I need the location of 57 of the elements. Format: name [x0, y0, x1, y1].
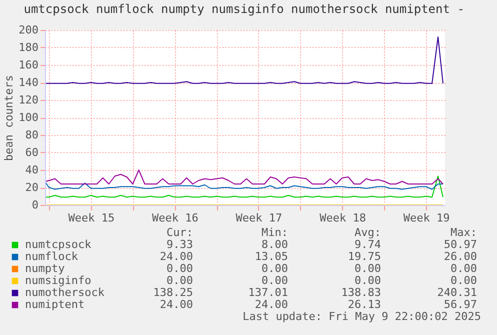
x-tick-label: Week 17 [236, 212, 282, 224]
legend-label: numpty [25, 262, 66, 275]
text: 0.00 [450, 274, 477, 287]
text: 19.75 [348, 250, 381, 263]
text: Max: [450, 226, 477, 239]
y-tick-label: 200 [18, 24, 38, 36]
text: 0.00 [450, 262, 477, 275]
text: 8.00 [262, 238, 288, 251]
x-tick-label: Week 19 [403, 212, 450, 224]
legend-label: numothersock [25, 286, 105, 299]
y-tick-label: 140 [18, 76, 38, 89]
line-series [46, 36, 444, 84]
y-tick-label: 100 [18, 111, 38, 124]
legend-label: numtcpsock [25, 238, 92, 251]
text: 9.33 [166, 238, 193, 251]
legend-label: numiptent [25, 298, 85, 311]
legend-label: numflock [25, 250, 78, 263]
text: 0.00 [262, 262, 288, 275]
line-series [46, 176, 444, 198]
x-tick-label: Week 15 [68, 212, 115, 224]
y-tick-label: 40 [25, 164, 38, 176]
text: 9.74 [354, 238, 382, 251]
y-tick-label: 120 [18, 94, 38, 106]
x-tick-label: Week 16 [152, 212, 198, 224]
text: 50.97 [444, 238, 477, 251]
text: 24.00 [254, 298, 288, 311]
text: 13.05 [254, 250, 288, 263]
text: 0.00 [354, 262, 381, 275]
x-tick-label: Week 18 [320, 212, 366, 224]
text: Min: [262, 226, 288, 239]
line-series [46, 170, 444, 184]
y-axis-title: bean counters [2, 74, 16, 162]
y-tick-label: 0 [32, 198, 38, 212]
text: 0.00 [166, 274, 193, 287]
text: 137.01 [248, 286, 288, 299]
text: 26.13 [348, 298, 381, 311]
y-tick-label: 20 [25, 181, 38, 194]
text: 24.00 [160, 250, 193, 263]
y-tick-label: 160 [18, 58, 38, 72]
text: 0.00 [166, 262, 193, 275]
text: Last update: Fri May 9 22:00:02 2025 [242, 310, 481, 323]
y-tick-label: 180 [18, 41, 38, 54]
line-series [46, 182, 444, 190]
text: 56.97 [444, 298, 477, 311]
text: Cur: [166, 226, 193, 239]
text: 138.25 [153, 286, 193, 299]
text: 0.00 [354, 274, 381, 287]
y-tick-label: 60 [25, 146, 38, 159]
text: 26.00 [444, 250, 477, 263]
text: 24.00 [160, 298, 193, 311]
y-tick-label: 80 [25, 128, 38, 142]
legend-label: numsiginfo [25, 274, 92, 287]
text: 0.00 [262, 274, 288, 287]
text: 138.83 [341, 286, 381, 299]
chart-title: umtcpsock numflock numpty numsiginfo numothersock numiptent - [24, 2, 464, 16]
text: 240.31 [437, 286, 477, 299]
text: Avg: [354, 226, 381, 239]
